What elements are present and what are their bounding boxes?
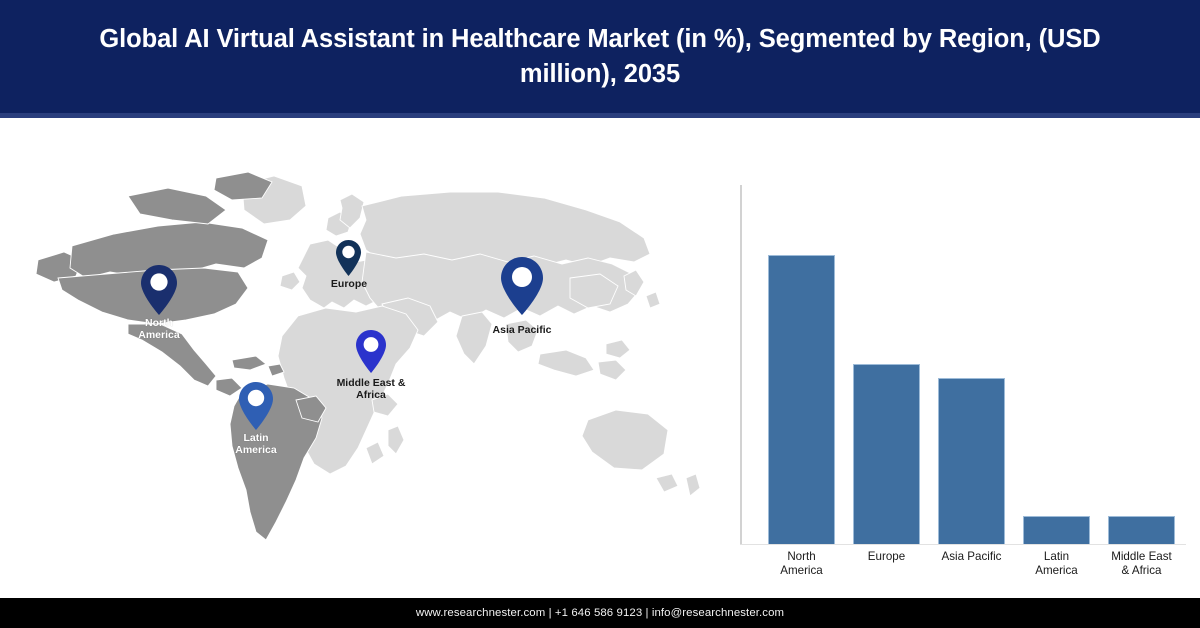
header-accent-strip: [0, 113, 1200, 118]
map-pin-asia-pacific[interactable]: [500, 256, 544, 321]
location-pin-icon: [356, 330, 386, 373]
map-pin-north-america[interactable]: [140, 264, 178, 321]
map-pin-europe[interactable]: [335, 239, 362, 282]
content-area: North America Latin America Europe: [0, 118, 1200, 595]
chart-label-latin-america: Latin America: [1035, 550, 1078, 577]
footer-contact-text: www.researchnester.com | +1 646 586 9123…: [415, 607, 785, 619]
chart-x-axis-line: [740, 544, 1186, 546]
chart-label-asia-pacific: Asia Pacific: [941, 550, 1002, 563]
chart-label-middle-east-africa: Middle East & Africa: [1111, 550, 1172, 577]
map-pin-latin-america[interactable]: [238, 381, 274, 436]
map-pin-middle-east-africa[interactable]: [355, 329, 387, 379]
location-pin-icon: [141, 265, 177, 315]
bar-latin-america[interactable]: [1023, 516, 1090, 544]
regional-share-bar-chart: North America Europe Asia Pacific Latin …: [722, 170, 1190, 582]
world-map-svg: [35, 171, 701, 541]
chart-y-axis-line: [740, 185, 742, 545]
footer-bar: www.researchnester.com | +1 646 586 9123…: [0, 598, 1200, 628]
map-land-eurasia-africa: [241, 175, 701, 497]
chart-label-north-america: North America: [780, 550, 823, 577]
bar-middle-east-africa[interactable]: [1108, 516, 1175, 544]
bar-europe[interactable]: [853, 364, 920, 544]
location-pin-icon: [501, 257, 543, 315]
chart-category-labels: North America Europe Asia Pacific Latin …: [740, 550, 1186, 600]
page-title: Global AI Virtual Assistant in Healthcar…: [99, 24, 1101, 88]
location-pin-icon: [239, 382, 273, 430]
world-map: North America Latin America Europe: [10, 148, 710, 568]
bar-asia-pacific[interactable]: [938, 378, 1005, 544]
footer-divider: [0, 595, 1200, 598]
header-banner: Global AI Virtual Assistant in Healthcar…: [0, 0, 1200, 113]
location-pin-icon: [336, 240, 361, 276]
bar-north-america[interactable]: [768, 255, 835, 544]
chart-label-europe: Europe: [867, 550, 906, 563]
chart-plot-area: [740, 185, 1186, 544]
